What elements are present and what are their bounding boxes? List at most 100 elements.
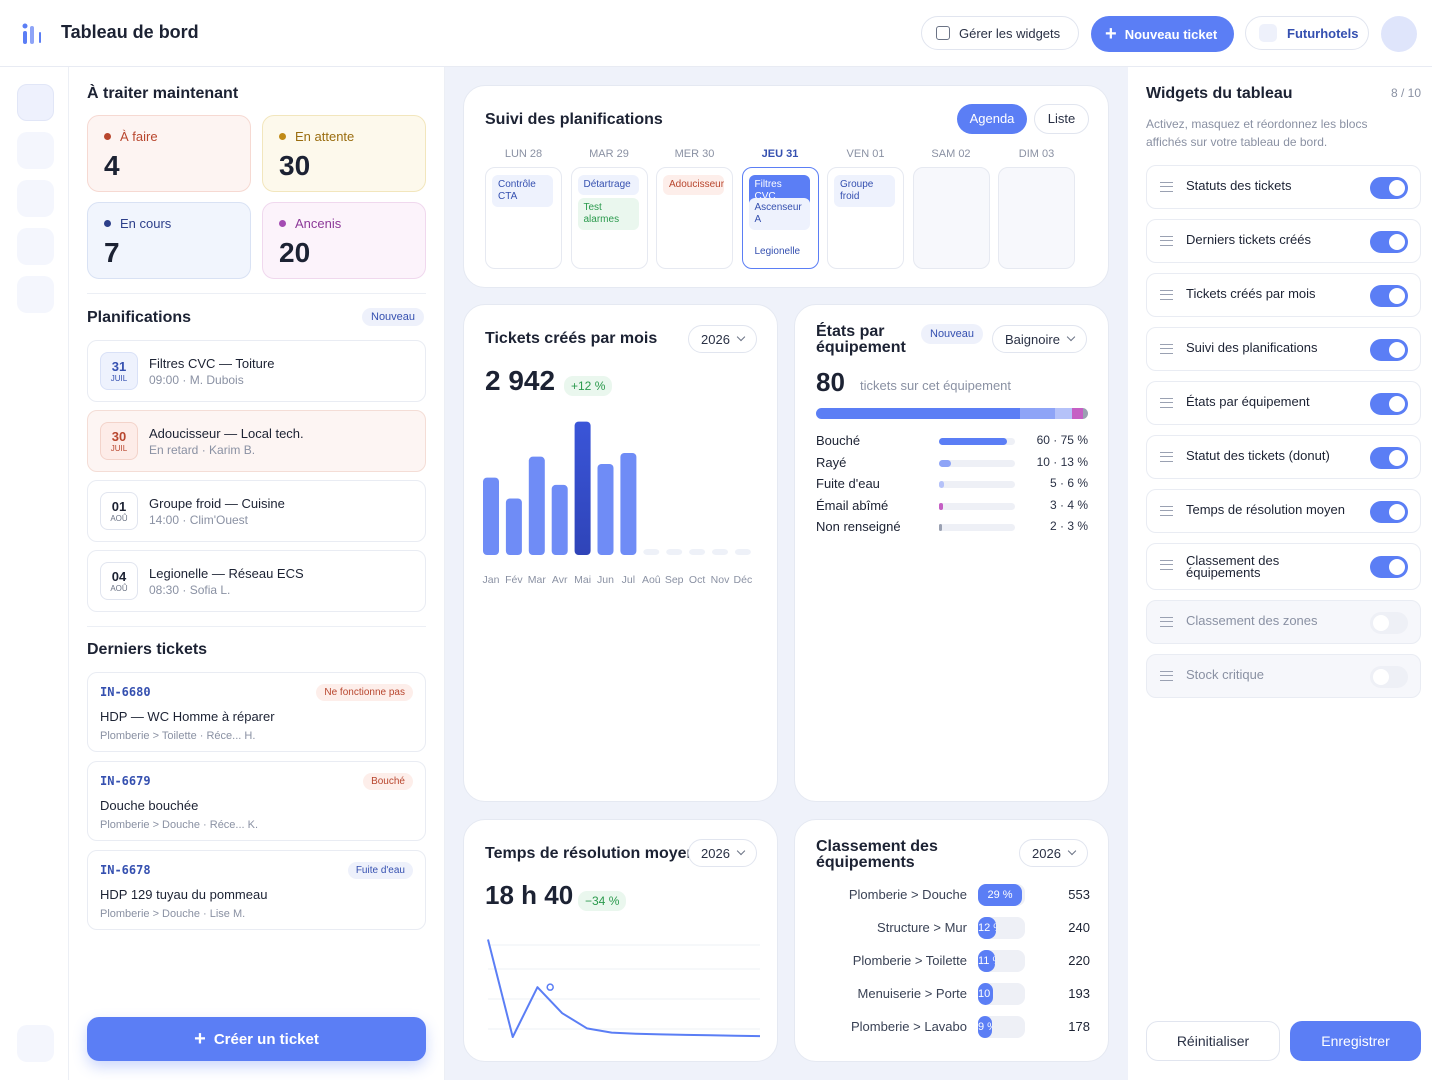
tab-list[interactable]: Liste <box>1034 104 1089 134</box>
day-column[interactable]: Contrôle CTA <box>485 167 562 269</box>
org-switcher[interactable]: Futurhotels <box>1245 16 1369 50</box>
widget-row[interactable]: Temps de résolution moyen <box>1146 489 1421 533</box>
ranking-label: Plomberie > Douche <box>848 887 967 902</box>
bar-Nov <box>712 549 728 555</box>
select-value: Baignoire <box>1005 331 1060 347</box>
tab-agenda[interactable]: Agenda <box>957 104 1027 134</box>
schedule-event[interactable]: Test alarmes <box>577 198 639 230</box>
day-column[interactable]: Adoucisseur <box>656 167 733 269</box>
nav-calendar-icon[interactable] <box>17 180 54 217</box>
plan-item[interactable]: 30 JUIL Adoucisseur — Local tech. En reta… <box>87 410 426 472</box>
monthly-year-select[interactable]: 2026 <box>688 325 757 353</box>
widget-toggle[interactable] <box>1370 177 1408 199</box>
nav-stock-icon[interactable] <box>17 276 54 313</box>
plan-title: Filtres CVC — Toiture <box>149 356 275 371</box>
nav-equipment-icon[interactable] <box>17 228 54 265</box>
equip-row: Fuite d'eau 5 · 6 % <box>816 476 1088 492</box>
widget-row[interactable]: Statut des tickets (donut) <box>1146 435 1421 479</box>
drag-handle-icon[interactable] <box>1160 236 1173 246</box>
widget-row[interactable]: Derniers tickets créés <box>1146 219 1421 263</box>
save-button[interactable]: Enregistrer <box>1290 1021 1421 1061</box>
drag-handle-icon[interactable] <box>1160 560 1173 570</box>
drag-handle-icon[interactable] <box>1160 506 1173 516</box>
equip-row-label: Non renseigné <box>816 519 901 534</box>
ticket-card[interactable]: IN-6679 Bouché Douche bouchée Plomberie … <box>87 761 426 841</box>
resolution-year-select[interactable]: 2026 <box>688 839 757 867</box>
ranking-year-select[interactable]: 2026 <box>1019 839 1088 867</box>
create-ticket-button[interactable]: + Créer un ticket <box>87 1017 426 1061</box>
ranking-row[interactable]: Menuiserie > Porte 10 % 193 <box>816 983 1090 1005</box>
plan-sub: 09:00 · M. Dubois <box>149 373 244 387</box>
plan-item[interactable]: 31 JUIL Filtres CVC — Toiture 09:00 · M. … <box>87 340 426 402</box>
widget-row[interactable]: Classement des zones <box>1146 600 1421 644</box>
ticket-card[interactable]: IN-6678 Fuite d'eau HDP 129 tuyau du pom… <box>87 850 426 930</box>
widget-row[interactable]: Tickets créés par mois <box>1146 273 1421 317</box>
nav-tickets-icon[interactable] <box>17 132 54 169</box>
ranking-row[interactable]: Structure > Mur 12 % 240 <box>816 917 1090 939</box>
schedule-event[interactable]: Contrôle CTA <box>492 175 553 207</box>
schedule-event[interactable]: Détartrage <box>577 175 639 195</box>
ticket-sub: Plomberie > Douche · Réce... K. <box>100 819 259 831</box>
day-column[interactable] <box>912 167 990 269</box>
day-column[interactable] <box>998 167 1075 269</box>
day-column[interactable]: Groupe froid <box>827 167 904 269</box>
stat-ancenis[interactable]: Ancenis 20 <box>262 202 426 279</box>
equip-row-bar <box>939 438 1015 445</box>
stat-label-text: En attente <box>295 129 355 144</box>
day-column[interactable]: Détartrage Test alarmes <box>570 167 648 269</box>
widget-row[interactable]: États par équipement <box>1146 381 1421 425</box>
widget-toggle[interactable] <box>1370 393 1408 415</box>
nav-settings-icon[interactable] <box>17 1025 54 1062</box>
equipment-select[interactable]: Baignoire <box>992 325 1087 353</box>
ranking-card: Classement des équipements 2026 Plomberi… <box>794 819 1109 1062</box>
drag-handle-icon[interactable] <box>1160 344 1173 354</box>
drag-handle-icon[interactable] <box>1160 452 1173 462</box>
drag-handle-icon[interactable] <box>1160 671 1173 681</box>
widget-toggle[interactable] <box>1370 285 1408 307</box>
day-header: MER 30 <box>674 148 715 160</box>
calendar-date: 01 AOÛ <box>100 492 138 530</box>
reset-button[interactable]: Réinitialiser <box>1146 1021 1280 1061</box>
plan-item[interactable]: 01 AOÛ Groupe froid — Cuisine 14:00 · Cli… <box>87 480 426 542</box>
page-title: Tableau de bord <box>61 22 199 42</box>
widget-row[interactable]: Classement des équipements <box>1146 543 1421 590</box>
ticket-title: HDP 129 tuyau du pommeau <box>100 887 268 902</box>
plan-item[interactable]: 04 AOÛ Legionelle — Réseau ECS 08:30 · So… <box>87 550 426 612</box>
stat-todo[interactable]: À faire 4 <box>87 115 251 192</box>
widget-toggle[interactable] <box>1370 556 1408 578</box>
schedule-event[interactable]: Legionelle <box>754 246 801 257</box>
ticket-card[interactable]: IN-6680 Ne fonctionne pas HDP — WC Homme… <box>87 672 426 752</box>
select-value: 2026 <box>1032 845 1061 861</box>
avatar[interactable] <box>1381 16 1417 52</box>
stat-label-text: Ancenis <box>295 216 342 231</box>
widget-row[interactable]: Suivi des planifications <box>1146 327 1421 371</box>
manage-widgets-button[interactable]: Gérer les widgets <box>921 16 1079 50</box>
stat-waiting[interactable]: En attente 30 <box>262 115 426 192</box>
schedule-event[interactable]: Ascenseur A <box>748 198 810 230</box>
widget-row[interactable]: Statuts des tickets <box>1146 165 1421 209</box>
ranking-row[interactable]: Plomberie > Toilette 11 % 220 <box>816 950 1090 972</box>
drag-handle-icon[interactable] <box>1160 290 1173 300</box>
drag-handle-icon[interactable] <box>1160 182 1173 192</box>
equip-stacked-bar <box>816 408 1088 419</box>
widget-toggle[interactable] <box>1370 612 1408 634</box>
widget-toggle[interactable] <box>1370 339 1408 361</box>
ranking-row[interactable]: Plomberie > Douche 29 % 553 <box>816 884 1090 906</box>
schedule-event[interactable]: Adoucisseur <box>663 175 724 195</box>
widget-toggle[interactable] <box>1370 447 1408 469</box>
ranking-row[interactable]: Plomberie > Lavabo 9 % 178 <box>816 1016 1090 1038</box>
stack-segment <box>1055 408 1072 419</box>
stack-segment <box>816 408 1020 419</box>
new-ticket-button[interactable]: + Nouveau ticket <box>1091 16 1234 52</box>
widget-row[interactable]: Stock critique <box>1146 654 1421 698</box>
drag-handle-icon[interactable] <box>1160 398 1173 408</box>
widget-toggle[interactable] <box>1370 666 1408 688</box>
day-column[interactable]: Filtres CVC Ascenseur A Legionelle <box>741 167 819 269</box>
drag-handle-icon[interactable] <box>1160 617 1173 627</box>
ranking-label: Structure > Mur <box>877 920 967 935</box>
schedule-event[interactable]: Groupe froid <box>834 175 895 207</box>
widget-toggle[interactable] <box>1370 231 1408 253</box>
widget-toggle[interactable] <box>1370 501 1408 523</box>
stat-in-progress[interactable]: En cours 7 <box>87 202 251 279</box>
nav-home-icon[interactable] <box>17 84 54 121</box>
